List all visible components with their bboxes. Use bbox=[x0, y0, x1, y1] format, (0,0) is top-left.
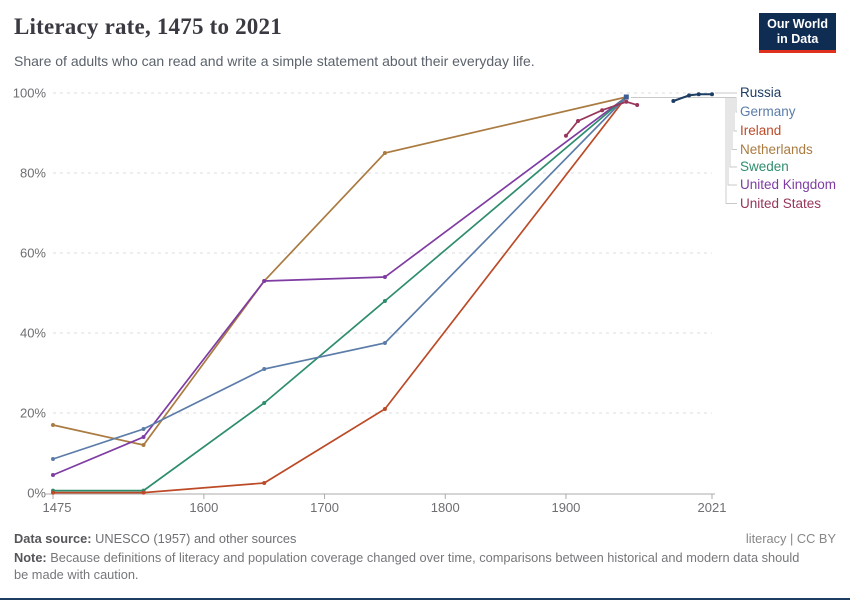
series-line-united-kingdom[interactable] bbox=[52, 96, 627, 476]
footer-note-label: Note: bbox=[14, 550, 47, 565]
plot-svg: 0% 20% 40% 60% 80% 100% 1475 1600 1700 1800 1900 20… bbox=[13, 86, 737, 515]
data-point-germany[interactable] bbox=[623, 94, 629, 100]
legend-connector-united-states bbox=[631, 97, 737, 204]
data-point-germany[interactable] bbox=[141, 427, 146, 431]
data-point-ireland[interactable] bbox=[262, 481, 267, 485]
data-point-united-states[interactable] bbox=[600, 108, 605, 113]
chart-title: Literacy rate, 1475 to 2021 bbox=[14, 14, 282, 39]
owid-logo-line1: Our World bbox=[767, 17, 828, 31]
footer-source-text: UNESCO (1957) and other sources bbox=[91, 531, 297, 546]
data-point-netherlands[interactable] bbox=[51, 423, 55, 427]
legend-item-united-states[interactable]: United States bbox=[740, 195, 822, 211]
data-point-sweden[interactable] bbox=[382, 299, 387, 303]
footer-source-label: Data source: bbox=[14, 531, 92, 546]
y-tick-label-100: 100% bbox=[13, 86, 47, 101]
footer-license-link[interactable]: literacy | CC BY bbox=[745, 531, 836, 546]
legend-item-netherlands[interactable]: Netherlands bbox=[740, 141, 813, 157]
data-point-united-states[interactable] bbox=[576, 119, 581, 123]
y-tick-label-0: 0% bbox=[27, 486, 46, 501]
legend-connector-germany bbox=[631, 97, 737, 113]
legend-item-ireland[interactable]: Ireland bbox=[740, 123, 782, 138]
data-point-netherlands[interactable] bbox=[141, 443, 146, 447]
data-point-sweden[interactable] bbox=[262, 401, 267, 405]
owid-logo-line2: in Data bbox=[776, 32, 819, 46]
data-point-germany[interactable] bbox=[382, 341, 387, 345]
data-point-ireland[interactable] bbox=[382, 407, 387, 411]
legend-item-russia[interactable]: Russia bbox=[740, 85, 782, 100]
x-tick-label-1800: 1800 bbox=[431, 500, 460, 515]
chart-subtitle: Share of adults who can read and write a… bbox=[14, 53, 535, 69]
series-line-ireland[interactable] bbox=[53, 96, 627, 494]
y-tick-label-60: 60% bbox=[20, 246, 46, 261]
legend-connector-sweden bbox=[631, 97, 737, 168]
legend-connector-united-kingdom bbox=[631, 97, 737, 186]
data-point-united-kingdom[interactable] bbox=[262, 279, 267, 283]
legend-connector-netherlands bbox=[631, 97, 737, 150]
y-tick-label-80: 80% bbox=[20, 166, 46, 181]
data-point-russia[interactable] bbox=[696, 92, 701, 97]
data-point-russia[interactable] bbox=[710, 92, 714, 97]
series-line-netherlands[interactable] bbox=[52, 96, 627, 446]
data-point-ireland[interactable] bbox=[141, 490, 146, 495]
footer-note-text: Because definitions of literacy and popu… bbox=[14, 550, 800, 582]
data-point-united-kingdom[interactable] bbox=[51, 473, 55, 477]
series-line-sweden[interactable] bbox=[53, 96, 627, 492]
legend-item-united-kingdom[interactable]: United Kingdom bbox=[740, 177, 837, 192]
data-point-russia[interactable] bbox=[671, 99, 676, 103]
data-point-germany[interactable] bbox=[262, 367, 267, 371]
y-tick-label-40: 40% bbox=[20, 326, 46, 341]
series-line-russia[interactable] bbox=[673, 93, 712, 102]
legend-item-germany[interactable]: Germany bbox=[740, 104, 796, 119]
bottom-accent-bar bbox=[0, 598, 850, 600]
data-point-germany[interactable] bbox=[51, 457, 55, 461]
data-point-united-states[interactable] bbox=[635, 103, 640, 107]
x-tick-label-2021: 2021 bbox=[698, 500, 727, 515]
x-tick-label-1900: 1900 bbox=[551, 500, 580, 515]
footer-source: Data source: UNESCO (1957) and other sou… bbox=[14, 531, 296, 546]
footer-note: Note: Because definitions of literacy an… bbox=[14, 549, 806, 583]
data-point-united-kingdom[interactable] bbox=[382, 275, 387, 279]
x-tick-label-1700: 1700 bbox=[310, 500, 339, 515]
x-tick-label-1600: 1600 bbox=[189, 500, 218, 515]
y-tick-label-20: 20% bbox=[20, 406, 46, 421]
data-point-united-states[interactable] bbox=[563, 133, 568, 138]
data-point-united-states[interactable] bbox=[624, 99, 629, 104]
data-point-united-kingdom[interactable] bbox=[141, 435, 146, 439]
x-tick-label-1475: 1475 bbox=[43, 500, 72, 515]
data-point-russia[interactable] bbox=[687, 93, 692, 98]
owid-logo[interactable]: Our World in Data bbox=[759, 13, 836, 53]
data-point-netherlands[interactable] bbox=[382, 151, 387, 155]
legend-connector-ireland bbox=[631, 97, 737, 132]
data-point-ireland[interactable] bbox=[51, 490, 55, 495]
legend-item-sweden[interactable]: Sweden bbox=[740, 159, 789, 174]
